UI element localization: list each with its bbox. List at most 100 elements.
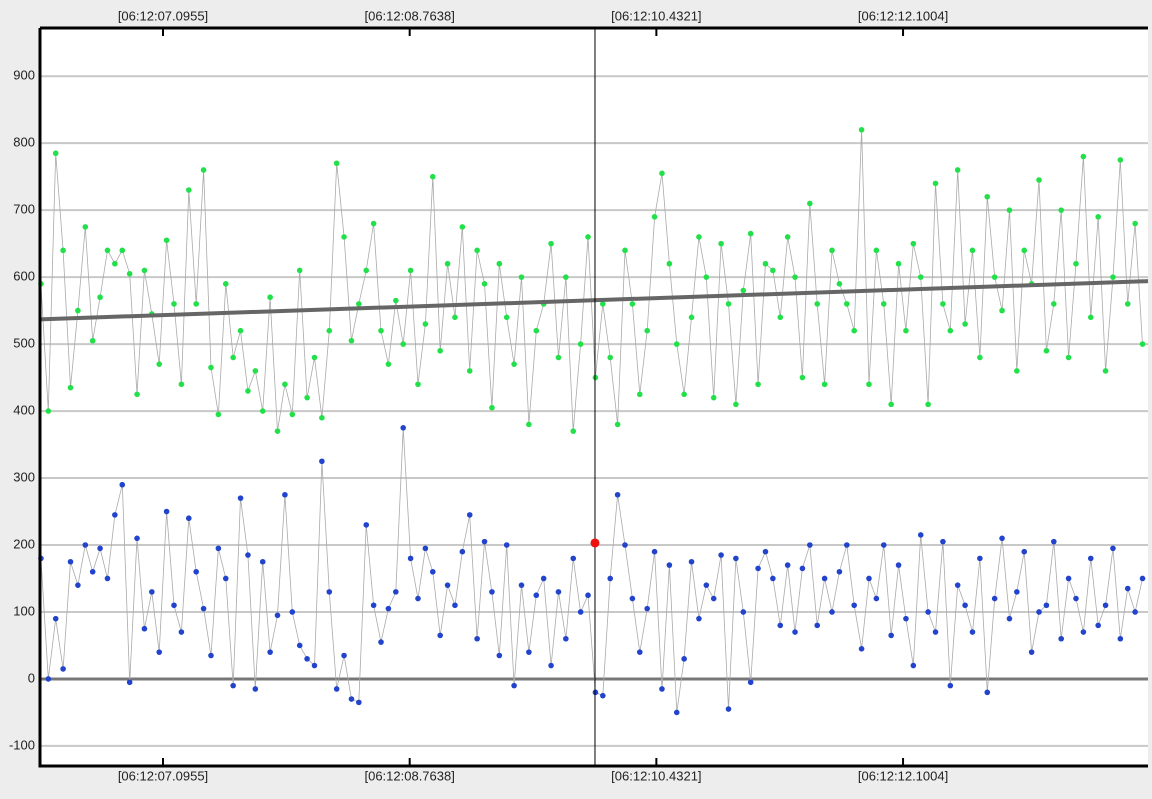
data-point (296, 642, 303, 649)
data-point (134, 391, 140, 398)
data-point (1036, 177, 1042, 183)
data-point (452, 314, 458, 321)
data-point (866, 381, 872, 388)
data-point (910, 240, 917, 247)
data-point (1043, 347, 1050, 354)
data-point (962, 321, 968, 327)
y-tick-label: 600 (13, 269, 35, 284)
data-point (1102, 602, 1109, 609)
data-point (629, 301, 636, 307)
data-point (533, 327, 540, 334)
cursor-point (590, 538, 600, 548)
data-point (75, 307, 81, 314)
data-point (149, 589, 155, 595)
data-point (222, 575, 229, 582)
data-point (895, 562, 902, 568)
data-point (1080, 629, 1087, 635)
data-point (474, 247, 480, 254)
data-point (622, 542, 628, 548)
data-point (163, 508, 170, 515)
data-point (651, 214, 658, 220)
data-point (511, 361, 517, 367)
data-point (555, 354, 562, 361)
data-point (1051, 538, 1057, 545)
y-tick-label: 0 (28, 670, 35, 685)
data-point (947, 327, 954, 334)
x-tick-label-top: [06:12:10.4321] (611, 8, 701, 23)
data-point (319, 458, 325, 465)
data-point (245, 388, 251, 394)
y-tick-label: 200 (13, 536, 35, 551)
data-point (629, 595, 636, 602)
data-point (888, 632, 894, 639)
data-point (600, 692, 606, 699)
data-point (415, 595, 421, 602)
data-point (829, 609, 835, 615)
data-point (703, 582, 710, 588)
data-point (614, 421, 621, 428)
data-point (400, 341, 407, 347)
data-point (969, 247, 976, 254)
data-point (185, 515, 192, 522)
data-point (991, 274, 998, 280)
data-point (267, 649, 273, 655)
data-point (858, 126, 865, 133)
data-point (259, 408, 266, 414)
data-point (1102, 368, 1109, 374)
data-point (954, 582, 961, 588)
data-point (977, 555, 983, 562)
data-point (873, 595, 880, 602)
data-point (740, 287, 747, 294)
data-point (348, 696, 355, 702)
data-point (496, 260, 503, 267)
data-point (319, 414, 325, 421)
data-point (97, 545, 103, 552)
data-point (836, 281, 843, 287)
y-tick-label: 800 (13, 135, 35, 150)
data-point (503, 542, 510, 548)
data-point (208, 364, 214, 371)
data-point (89, 568, 96, 575)
data-point (289, 609, 296, 615)
data-point (644, 605, 650, 612)
data-point (880, 542, 887, 548)
data-point (356, 699, 362, 706)
data-point (607, 575, 614, 582)
data-point (444, 260, 451, 267)
data-point (1117, 157, 1124, 163)
data-point (67, 384, 74, 391)
data-point (378, 639, 384, 645)
data-point (1095, 622, 1101, 629)
data-point (1087, 314, 1094, 321)
data-point (422, 321, 429, 327)
data-point (156, 361, 163, 367)
data-point (230, 354, 236, 361)
data-point (526, 649, 532, 655)
data-point (1117, 635, 1124, 642)
data-point (807, 542, 813, 548)
data-point (1058, 635, 1065, 642)
data-point (45, 408, 52, 414)
data-point (577, 341, 584, 347)
data-point (585, 592, 591, 599)
data-point (999, 535, 1005, 542)
x-tick-label-top: [06:12:12.1004] (858, 8, 948, 23)
data-point (185, 187, 192, 193)
data-point (866, 575, 872, 582)
data-point (45, 676, 52, 682)
data-point (119, 247, 126, 254)
data-point (770, 267, 776, 274)
data-point (274, 612, 281, 619)
data-point (282, 381, 288, 388)
data-point (97, 294, 103, 301)
data-point (311, 354, 318, 361)
data-point (1021, 247, 1028, 254)
data-point (496, 652, 503, 659)
y-tick-label: 500 (13, 336, 35, 351)
plot-frame (38, 26, 1148, 768)
data-point (903, 615, 909, 622)
data-point (104, 247, 111, 254)
data-point (466, 368, 473, 374)
data-point (267, 294, 273, 301)
data-point (1124, 301, 1131, 307)
